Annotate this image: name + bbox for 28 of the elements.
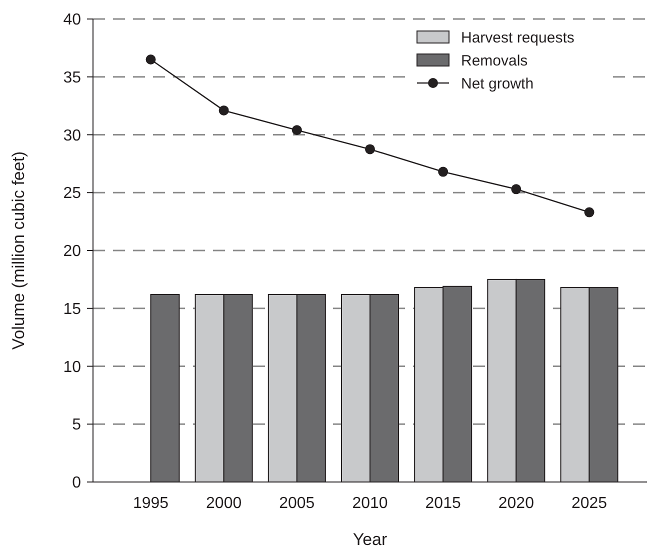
point <box>365 144 375 154</box>
y-tick-label: 25 <box>63 185 82 202</box>
y-tick-label: 10 <box>63 358 82 376</box>
x-tick-label: 1995 <box>132 495 169 512</box>
x-tick-label: 2005 <box>279 495 315 512</box>
x-tick-label: 2015 <box>425 495 461 512</box>
x-tick-label: 2000 <box>206 495 242 512</box>
point <box>511 184 522 194</box>
point <box>218 105 229 116</box>
y-tick-label: 5 <box>72 416 82 434</box>
y-tick-label: 35 <box>63 69 82 86</box>
x-tick-label: 2010 <box>352 495 388 512</box>
legend-label: Net growth <box>461 75 534 92</box>
y-tick-label: 40 <box>63 12 82 29</box>
point <box>292 125 302 136</box>
y-tick-label: 20 <box>63 243 82 260</box>
legend-label: Harvest requests <box>461 29 574 46</box>
y-tick-label: 0 <box>72 474 82 492</box>
x-axis-title: Year <box>352 530 388 549</box>
point <box>584 207 594 218</box>
legend-label: Removals <box>461 52 528 70</box>
x-tick-label: 2020 <box>498 495 534 512</box>
y-tick-label: 30 <box>63 127 82 144</box>
y-axis-title: Volume (million cubic feet) <box>9 151 28 350</box>
point <box>146 54 156 65</box>
x-tick-label: 2025 <box>571 495 608 512</box>
point <box>438 166 448 177</box>
y-tick-label: 15 <box>63 300 82 318</box>
